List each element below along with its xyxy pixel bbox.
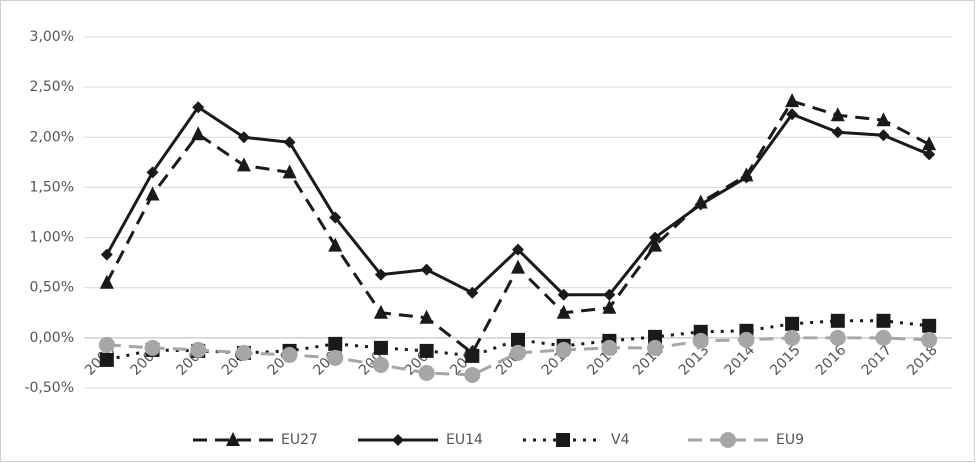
y-tick-label: 3,00% — [30, 29, 74, 45]
legend-label: EU9 — [776, 432, 804, 448]
marker — [237, 131, 250, 144]
marker — [464, 366, 481, 383]
marker — [784, 329, 801, 346]
marker — [98, 336, 115, 353]
marker — [876, 313, 891, 328]
marker — [922, 136, 937, 151]
legend-label: EU27 — [281, 432, 318, 448]
marker — [392, 434, 404, 446]
marker — [785, 316, 800, 331]
marker — [555, 341, 572, 358]
marker — [649, 231, 662, 244]
marker — [372, 356, 389, 373]
marker — [419, 309, 434, 324]
marker — [419, 343, 434, 358]
marker — [786, 108, 799, 121]
marker — [923, 148, 936, 161]
marker — [556, 433, 570, 447]
marker — [282, 164, 297, 179]
marker — [602, 299, 617, 314]
marker — [601, 339, 618, 356]
marker — [648, 329, 663, 344]
marker — [511, 259, 525, 274]
marker — [328, 336, 343, 351]
marker — [373, 340, 388, 355]
marker — [329, 211, 342, 224]
marker — [510, 344, 526, 361]
marker — [146, 166, 159, 179]
marker — [373, 304, 388, 319]
marker — [327, 349, 344, 366]
marker — [511, 332, 525, 347]
legend-label: EU14 — [446, 432, 483, 448]
marker — [830, 313, 845, 328]
marker — [283, 136, 296, 149]
legend-label: V4 — [611, 432, 630, 448]
marker — [236, 157, 251, 172]
marker — [876, 112, 891, 127]
marker — [466, 286, 479, 299]
marker — [556, 304, 571, 319]
marker — [740, 171, 753, 184]
marker — [99, 274, 114, 289]
y-tick-label: 2,50% — [30, 79, 74, 95]
marker — [420, 263, 433, 276]
marker — [557, 288, 570, 301]
y-tick-label: 1,00% — [30, 230, 74, 246]
marker — [785, 93, 800, 108]
marker — [603, 288, 616, 301]
marker — [694, 198, 707, 211]
marker — [720, 432, 736, 448]
marker — [145, 186, 160, 201]
marker — [418, 364, 435, 381]
marker — [100, 248, 113, 261]
marker — [829, 329, 846, 346]
marker — [374, 268, 387, 281]
y-tick-label: 1,50% — [30, 179, 74, 195]
marker — [875, 329, 892, 346]
marker — [648, 237, 663, 252]
marker — [922, 318, 937, 333]
marker — [99, 352, 114, 367]
marker — [192, 101, 205, 114]
marker — [831, 126, 844, 139]
marker — [144, 339, 161, 356]
y-tick-label: 0,00% — [30, 330, 74, 346]
y-tick-label: 0,50% — [30, 280, 74, 296]
marker — [190, 341, 207, 358]
marker — [921, 331, 938, 348]
marker — [328, 237, 343, 252]
marker — [465, 348, 480, 363]
marker — [512, 243, 524, 256]
marker — [877, 129, 890, 142]
marker — [226, 432, 240, 446]
marker — [738, 331, 755, 348]
marker — [647, 339, 664, 356]
marker — [830, 107, 845, 122]
marker — [281, 346, 298, 363]
marker — [692, 332, 709, 349]
y-tick-label: 2,00% — [30, 129, 74, 145]
y-tick-label: -0,50% — [24, 380, 74, 396]
marker — [235, 344, 252, 361]
marker — [191, 126, 206, 141]
